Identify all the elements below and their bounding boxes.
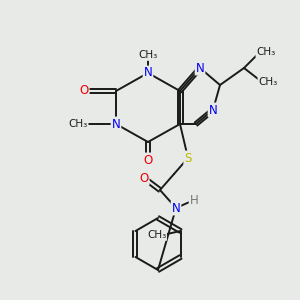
Text: N: N (208, 103, 217, 116)
Text: CH₃: CH₃ (256, 47, 276, 57)
Text: N: N (144, 67, 152, 80)
Text: CH₃: CH₃ (138, 50, 158, 60)
Text: N: N (172, 202, 180, 214)
Text: CH₃: CH₃ (258, 77, 278, 87)
Text: N: N (196, 61, 204, 74)
Text: N: N (112, 118, 120, 130)
Text: CH₃: CH₃ (68, 119, 88, 129)
Text: O: O (143, 154, 153, 166)
Text: S: S (184, 152, 192, 164)
Text: CH₃: CH₃ (147, 230, 166, 240)
Text: O: O (140, 172, 148, 184)
Text: H: H (190, 194, 198, 206)
Text: O: O (80, 85, 88, 98)
